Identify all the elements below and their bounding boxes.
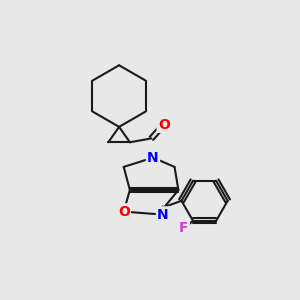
- Text: O: O: [118, 205, 130, 219]
- Text: O: O: [158, 118, 170, 131]
- Text: N: N: [157, 208, 169, 222]
- Text: F: F: [179, 221, 188, 236]
- Text: N: N: [147, 151, 159, 165]
